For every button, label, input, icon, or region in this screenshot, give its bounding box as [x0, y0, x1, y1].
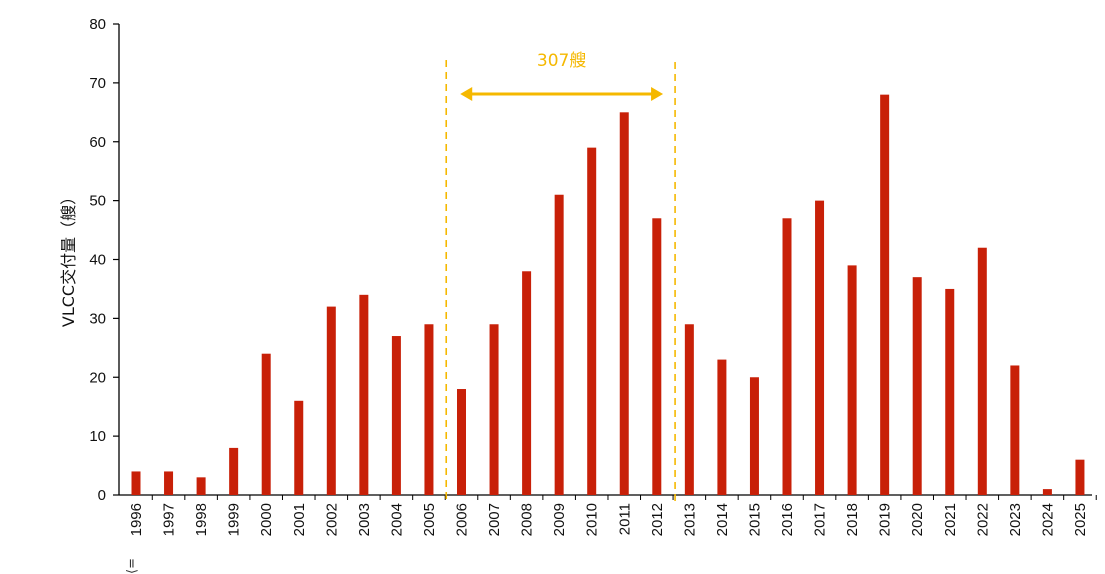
bar	[684, 324, 694, 495]
x-tick-label: 2021	[942, 503, 959, 536]
x-tick-label: 2010	[584, 503, 601, 536]
y-tick-label: 10	[89, 428, 106, 445]
bar	[359, 294, 369, 495]
bar	[717, 359, 727, 495]
bar	[391, 336, 401, 495]
bar	[164, 471, 174, 495]
x-tick-label: 2024	[1039, 503, 1056, 536]
x-tick-label: 2008	[519, 503, 536, 536]
x-tick-label: 2002	[323, 503, 340, 536]
bar	[554, 194, 564, 496]
bar	[229, 447, 239, 495]
y-axis: 0 10 20 30 40 50 60 70 80	[89, 16, 120, 504]
bar	[619, 112, 629, 495]
bar	[131, 471, 141, 495]
bar	[847, 265, 857, 495]
bar	[815, 200, 825, 495]
bar	[749, 377, 759, 495]
x-tick-label: 2007	[486, 503, 503, 536]
x-tick-label: 1998	[193, 503, 210, 536]
x-tick-label: 2025	[1072, 503, 1089, 536]
x-tick-label: 1999	[226, 503, 243, 536]
x-tick-label: 1997	[161, 503, 178, 536]
x-tick-label: 2000	[258, 503, 275, 536]
x-tick-label: 2019	[877, 503, 894, 536]
x-tick-label: 2003	[356, 503, 373, 536]
y-tick-label: 20	[89, 369, 106, 386]
y-tick-label: 70	[89, 75, 106, 92]
bar	[457, 389, 466, 495]
x-tick-label: 2022	[974, 503, 991, 536]
bar	[424, 324, 434, 495]
annotation-label: 307艘	[537, 51, 586, 71]
bar	[1042, 489, 1052, 495]
x-tick-label: 2018	[844, 503, 861, 536]
bar	[977, 247, 987, 495]
y-tick-label: 60	[89, 134, 106, 151]
bar	[587, 147, 597, 495]
y-tick-label: 0	[98, 487, 106, 504]
x-tick-label: 1996	[128, 503, 145, 536]
annotation-group: 307艘	[445, 51, 676, 503]
bar	[1075, 459, 1085, 495]
bar	[326, 306, 336, 495]
x-tick-label: 2016	[779, 503, 796, 536]
bar	[294, 400, 304, 495]
bar	[196, 477, 206, 495]
annotation-arrow-right-head	[651, 87, 664, 101]
x-tick-label: 2004	[388, 503, 405, 536]
x-tick-label: 2013	[681, 503, 698, 536]
x-tick-label: 2012	[649, 503, 666, 536]
annotation-arrow-left-head	[460, 87, 473, 101]
y-axis-label: VLCC交付量（艘）	[59, 189, 78, 327]
bar	[1010, 365, 1020, 495]
x-tick-label: 2014	[714, 503, 731, 536]
x-tick-label: 2023	[1007, 503, 1024, 536]
bar	[522, 271, 532, 495]
bar	[945, 288, 955, 495]
y-tick-label: 30	[89, 310, 106, 327]
bar	[489, 324, 499, 495]
x-tick-label: 2015	[746, 503, 763, 536]
x-axis: 1996 1997 1998 1999 2000 2001 2002 2003 2004 2005…	[119, 494, 1097, 536]
x-tick-label: 2006	[454, 503, 471, 536]
x-tick-label: 2020	[909, 503, 926, 536]
x-tick-label: 2017	[812, 503, 829, 536]
bar	[652, 218, 662, 495]
x-tick-label: 2005	[421, 503, 438, 536]
footnote-glyph: ⟨=	[125, 558, 140, 574]
bar	[912, 277, 922, 495]
y-tick-label: 80	[89, 16, 106, 33]
bar	[261, 353, 271, 495]
bar	[880, 94, 890, 496]
x-tick-label: 2001	[291, 503, 308, 536]
x-tick-label: 2011	[616, 503, 633, 535]
y-tick-label: 40	[89, 252, 106, 269]
bars	[131, 94, 1085, 496]
y-tick-label: 50	[89, 193, 106, 210]
x-tick-label: 2009	[551, 503, 568, 536]
bar	[782, 218, 792, 495]
